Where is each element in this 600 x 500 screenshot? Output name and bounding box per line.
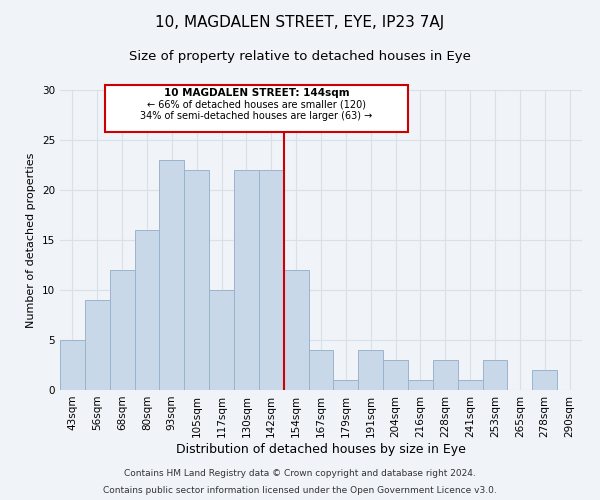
Bar — [308, 350, 334, 390]
Bar — [259, 170, 284, 390]
Text: 10, MAGDALEN STREET, EYE, IP23 7AJ: 10, MAGDALEN STREET, EYE, IP23 7AJ — [155, 15, 445, 30]
FancyBboxPatch shape — [105, 85, 408, 132]
Bar — [160, 160, 184, 390]
Bar — [85, 300, 110, 390]
Bar — [334, 380, 358, 390]
Bar — [110, 270, 134, 390]
Bar — [383, 360, 408, 390]
Bar — [408, 380, 433, 390]
Bar — [458, 380, 482, 390]
Text: Contains HM Land Registry data © Crown copyright and database right 2024.: Contains HM Land Registry data © Crown c… — [124, 468, 476, 477]
Bar — [234, 170, 259, 390]
X-axis label: Distribution of detached houses by size in Eye: Distribution of detached houses by size … — [176, 442, 466, 456]
Text: 10 MAGDALEN STREET: 144sqm: 10 MAGDALEN STREET: 144sqm — [164, 88, 349, 99]
Bar — [433, 360, 458, 390]
Text: ← 66% of detached houses are smaller (120): ← 66% of detached houses are smaller (12… — [147, 100, 366, 110]
Y-axis label: Number of detached properties: Number of detached properties — [26, 152, 37, 328]
Bar — [532, 370, 557, 390]
Text: 34% of semi-detached houses are larger (63) →: 34% of semi-detached houses are larger (… — [140, 111, 373, 121]
Bar — [358, 350, 383, 390]
Bar — [209, 290, 234, 390]
Bar — [134, 230, 160, 390]
Bar — [284, 270, 308, 390]
Bar — [482, 360, 508, 390]
Text: Contains public sector information licensed under the Open Government Licence v3: Contains public sector information licen… — [103, 486, 497, 495]
Text: Size of property relative to detached houses in Eye: Size of property relative to detached ho… — [129, 50, 471, 63]
Bar — [184, 170, 209, 390]
Bar — [60, 340, 85, 390]
